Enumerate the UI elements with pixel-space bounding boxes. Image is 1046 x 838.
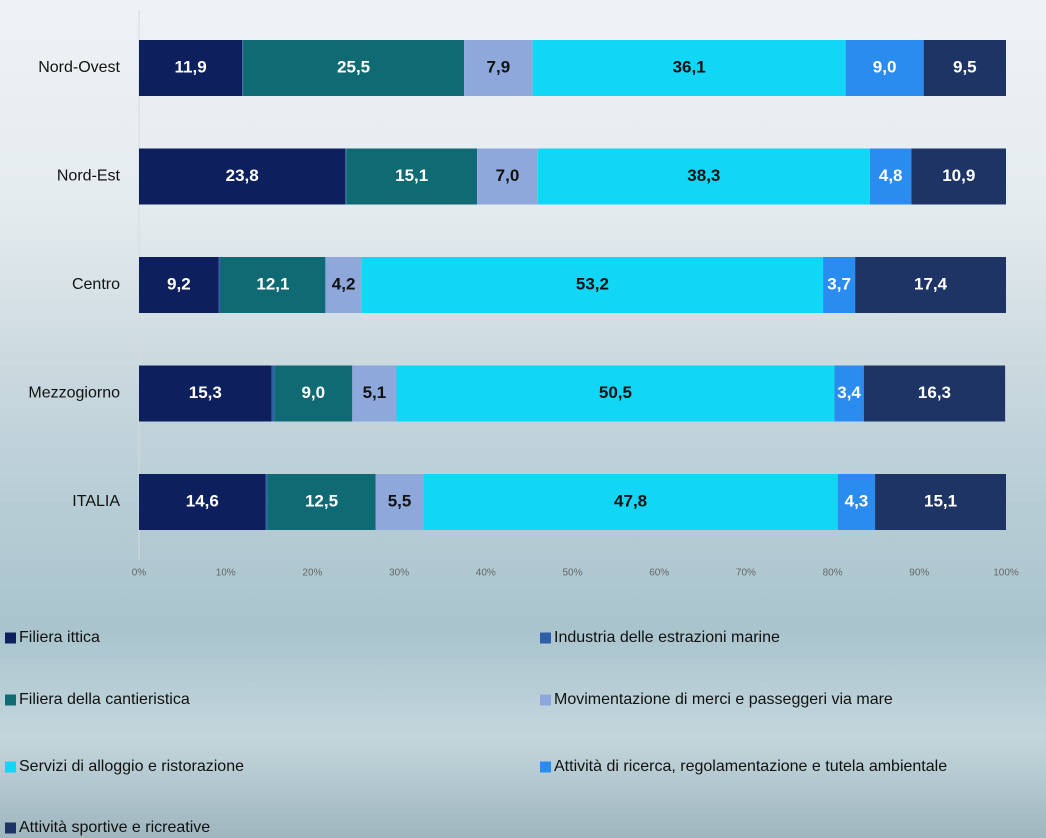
value-label: 17,4 <box>914 274 948 293</box>
value-label: 5,5 <box>388 491 412 510</box>
value-label: 12,5 <box>305 491 338 510</box>
value-label: 53,2 <box>576 274 609 293</box>
x-tick-label: 30% <box>389 568 409 579</box>
value-label: 15,1 <box>924 491 957 510</box>
value-label: 4,8 <box>879 166 903 185</box>
x-tick-label: 70% <box>736 568 756 579</box>
legend-swatch <box>540 695 551 706</box>
x-tick-label: 0% <box>132 568 147 579</box>
value-label: 5,1 <box>363 383 387 402</box>
page: 0% 10% 20% 30% 40% 50% 60% 70% 80% 90% 100% Nord-Ov… <box>0 0 1046 838</box>
legend-swatch <box>5 695 16 706</box>
value-label: 3,4 <box>837 383 861 402</box>
legend-label: Attività sportive e ricreative <box>19 819 210 836</box>
x-tick-label: 100% <box>993 568 1019 579</box>
x-tick-label: 80% <box>823 568 843 579</box>
value-label: 36,1 <box>673 57 706 76</box>
x-tick-label: 10% <box>216 568 236 579</box>
y-tick-label: Nord-Est <box>57 168 121 185</box>
value-label: 10,9 <box>942 166 975 185</box>
value-label: 23,8 <box>226 166 259 185</box>
legend-label: Attività di ricerca, regolamentazione e … <box>554 758 947 775</box>
x-tick-label: 40% <box>476 568 496 579</box>
value-label: 4,2 <box>332 274 356 293</box>
value-label: 9,0 <box>301 383 325 402</box>
value-label: 9,0 <box>873 57 897 76</box>
y-tick-label: Mezzogiorno <box>28 385 120 402</box>
value-label: 38,3 <box>687 166 720 185</box>
chart: 0% 10% 20% 30% 40% 50% 60% 70% 80% 90% 100% Nord-Ov… <box>0 0 1046 838</box>
value-label: 50,5 <box>599 383 632 402</box>
x-tick-label: 50% <box>562 568 582 579</box>
y-tick-label: Nord-Ovest <box>38 59 120 76</box>
legend-label: Movimentazione di merci e passeggeri via… <box>554 691 893 708</box>
value-label: 11,9 <box>175 57 207 76</box>
bar-segment <box>266 474 268 530</box>
legend-swatch <box>540 762 551 773</box>
bar-segment <box>242 40 243 96</box>
value-label: 25,5 <box>337 57 370 76</box>
legend-swatch <box>5 762 16 773</box>
legend-label: Filiera della cantieristica <box>19 691 190 708</box>
value-label: 3,7 <box>827 274 851 293</box>
bar-segment <box>219 257 221 313</box>
value-label: 14,6 <box>186 491 219 510</box>
value-label: 15,1 <box>395 166 428 185</box>
value-label: 9,2 <box>167 274 191 293</box>
value-label: 15,3 <box>189 383 222 402</box>
value-label: 9,5 <box>953 57 977 76</box>
value-label: 16,3 <box>918 383 951 402</box>
legend-swatch <box>5 633 16 644</box>
x-tick-label: 20% <box>302 568 322 579</box>
y-tick-label: Centro <box>72 276 120 293</box>
value-label: 12,1 <box>256 274 289 293</box>
y-tick-label: ITALIA <box>72 493 120 510</box>
legend-label: Industria delle estrazioni marine <box>554 629 780 646</box>
legend-label: Servizi di alloggio e ristorazione <box>19 758 244 775</box>
bar-segment <box>272 366 275 422</box>
bar-segment <box>345 149 346 205</box>
x-tick-label: 90% <box>909 568 929 579</box>
value-label: 4,3 <box>845 491 869 510</box>
value-label: 47,8 <box>614 491 647 510</box>
legend-swatch <box>5 823 16 834</box>
legend-swatch <box>540 633 551 644</box>
value-label: 7,9 <box>487 57 511 76</box>
legend-label: Filiera ittica <box>19 629 100 646</box>
value-label: 7,0 <box>496 166 520 185</box>
x-tick-label: 60% <box>649 568 669 579</box>
